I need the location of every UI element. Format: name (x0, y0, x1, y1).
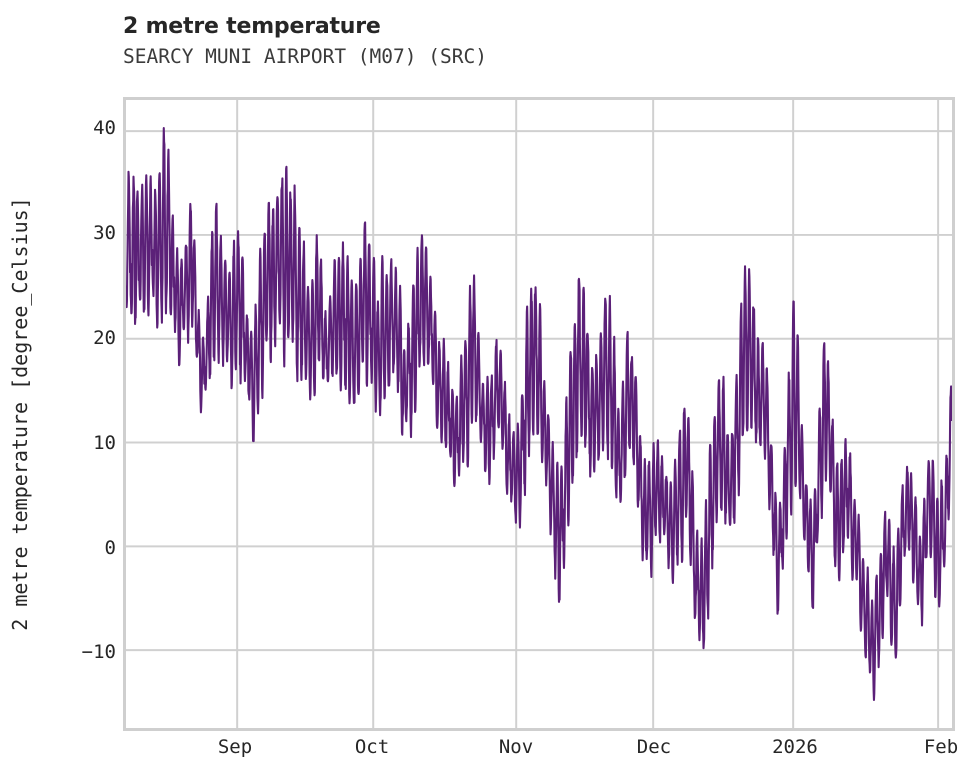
title-block: 2 metre temperature SEARCY MUNI AIRPORT … (123, 14, 963, 70)
y-tick-label: 20 (93, 327, 116, 350)
temperature-line (126, 127, 952, 702)
plot-svg (126, 100, 952, 728)
y-axis-label-container: 2 metre temperature [degree_Celsius] (0, 97, 40, 731)
plot-area (123, 97, 955, 731)
x-tick-label: Feb (923, 736, 959, 758)
x-tick-label: Sep (217, 736, 253, 758)
x-tick-label: Nov (498, 736, 534, 758)
page-title: 2 metre temperature (123, 14, 381, 39)
y-tick-label: 40 (93, 117, 116, 140)
y-tick-label: 0 (104, 536, 116, 559)
temperature-series (126, 127, 952, 702)
y-tick-label: 10 (93, 431, 116, 454)
chart-subtitle: SEARCY MUNI AIRPORT (M07) (SRC) (123, 45, 487, 68)
y-tick-label: 30 (93, 222, 116, 245)
y-tick-label-layer: 40 30 20 10 0 −10 (38, 0, 116, 782)
y-axis-label: 2 metre temperature [degree_Celsius] (8, 197, 32, 631)
x-tick-label: Dec (636, 736, 672, 758)
y-tick-label: −10 (81, 641, 116, 664)
x-tick-label: Oct (354, 736, 390, 758)
x-tick-label: 2026 (772, 736, 818, 758)
